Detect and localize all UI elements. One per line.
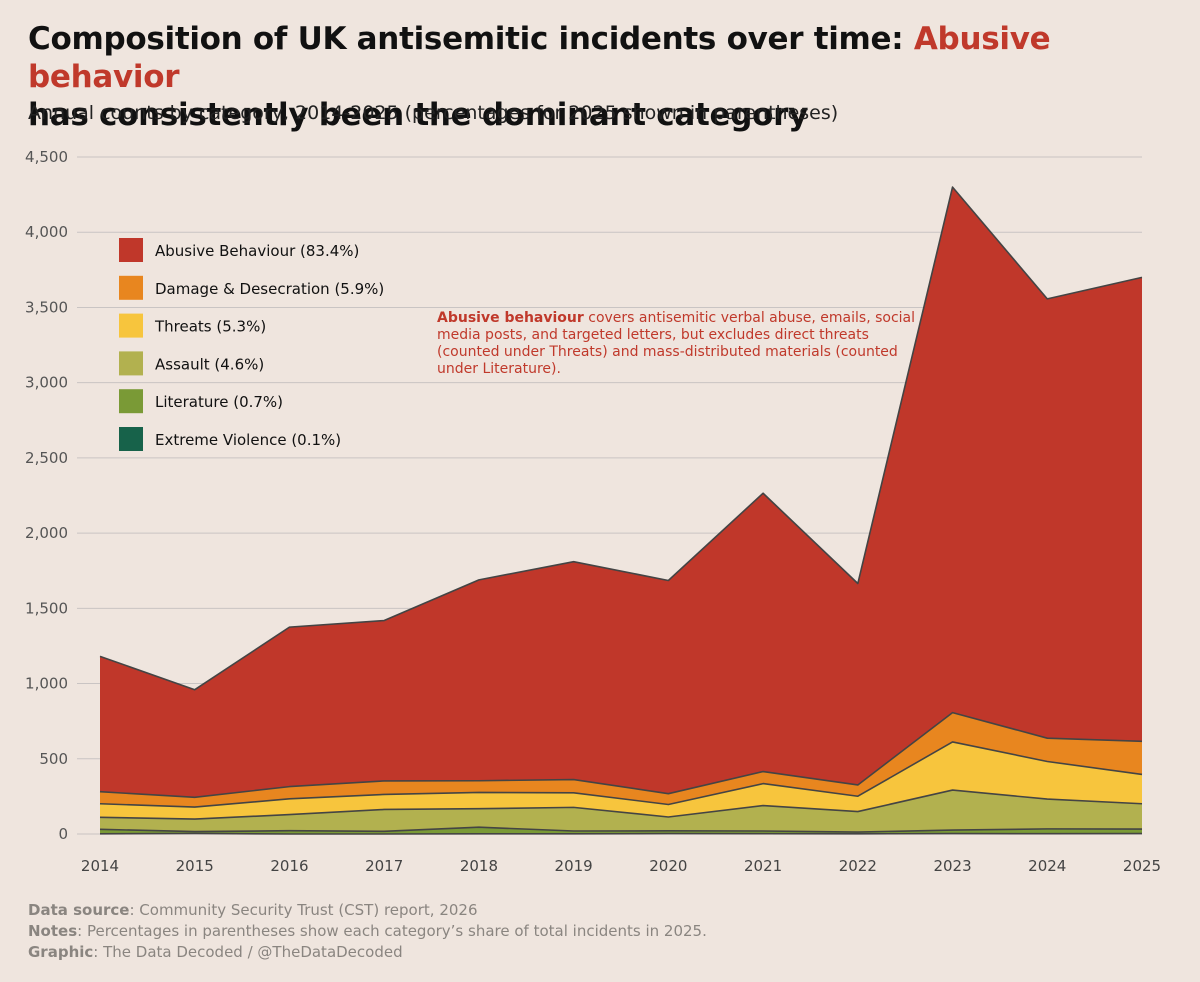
area-boundary-line [99, 789, 1143, 820]
area-abusive-behaviour [100, 187, 1142, 798]
legend-swatch [119, 238, 143, 262]
area-series [99, 186, 1143, 835]
x-tick-label: 2019 [555, 857, 593, 875]
x-tick-label: 2015 [176, 857, 214, 875]
x-tick-label: 2025 [1123, 857, 1161, 875]
footer-notes-text: : Percentages in parentheses show each c… [77, 922, 707, 940]
area-boundary-line [99, 186, 1143, 691]
chart-title: Composition of UK antisemitic incidents … [28, 20, 1178, 134]
annotation-text: covers antisemitic verbal abuse, emails,… [437, 310, 916, 377]
x-tick-label: 2018 [460, 857, 498, 875]
x-tick-label: 2021 [744, 857, 782, 875]
y-tick-label: 0 [58, 825, 68, 843]
area-boundary-line [99, 826, 1143, 833]
area-assault [100, 790, 1142, 833]
footer-graphic: Graphic: The Data Decoded / @TheDataDeco… [28, 942, 707, 963]
legend-label: Literature (0.7%) [155, 393, 283, 411]
y-axis: 0 500 1,000 1,500 2,000 2,500 3,000 3,500 4,000 4… [25, 148, 68, 843]
legend-swatch [119, 427, 143, 451]
area-boundary-line [99, 741, 1143, 808]
legend-label: Abusive Behaviour (83.4%) [155, 242, 359, 260]
x-tick-label: 2024 [1028, 857, 1066, 875]
legend-label: Assault (4.6%) [155, 355, 264, 373]
title-part2: has consistently been the dominant categ… [28, 97, 808, 133]
footer: Data source: Community Security Trust (C… [28, 900, 707, 963]
area-boundary-line [99, 711, 1143, 799]
x-tick-label: 2022 [839, 857, 877, 875]
y-tick-label: 3,500 [25, 298, 68, 316]
x-axis: 2014 2015 2016 2017 2018 2019 2020 2021 2022 2023… [81, 857, 1161, 875]
annotation-bold: Abusive behaviour [437, 310, 584, 326]
x-tick-label: 2017 [365, 857, 403, 875]
area-damage-desecration [100, 712, 1142, 808]
y-tick-label: 4,500 [25, 148, 68, 166]
footer-notes: Notes: Percentages in parentheses show e… [28, 921, 707, 942]
y-tick-label: 1,000 [25, 675, 68, 693]
legend-swatch [119, 389, 143, 414]
y-tick-label: 500 [39, 750, 68, 768]
x-tick-label: 2023 [933, 857, 971, 875]
legend-label: Threats (5.3%) [154, 318, 266, 336]
area-boundary-line [99, 832, 1143, 835]
y-tick-label: 2,000 [25, 524, 68, 542]
x-tick-label: 2014 [81, 857, 119, 875]
abusive-behaviour-annotation: Abusive behaviour covers antisemitic ver… [437, 310, 917, 378]
x-tick-label: 2016 [270, 857, 308, 875]
chart-subtitle: Annual counts by category, 2014-2025 (pe… [28, 102, 839, 124]
y-tick-label: 3,000 [25, 374, 68, 392]
area-threats [100, 741, 1142, 820]
footer-source-text: : Community Security Trust (CST) report,… [129, 901, 478, 919]
footer-graphic-label: Graphic [28, 943, 94, 961]
legend-swatch [119, 351, 143, 376]
legend: Abusive Behaviour (83.4%) Damage & Desecr… [119, 238, 384, 451]
title-part1: Composition of UK antisemitic incidents … [28, 21, 914, 57]
x-tick-label: 2020 [649, 857, 687, 875]
y-tick-label: 4,000 [25, 223, 68, 241]
y-tick-label: 2,500 [25, 449, 68, 467]
footer-graphic-text: : The Data Decoded / @TheDataDecoded [93, 943, 403, 961]
footer-source: Data source: Community Security Trust (C… [28, 900, 707, 921]
title-highlight: Abusive behavior [28, 21, 1051, 95]
legend-label: Extreme Violence (0.1%) [155, 431, 341, 449]
y-tick-label: 1,500 [25, 599, 68, 617]
legend-label: Damage & Desecration (5.9%) [155, 280, 384, 298]
legend-swatch [119, 313, 143, 338]
legend-swatch [119, 275, 143, 300]
footer-notes-label: Notes [28, 922, 78, 940]
footer-source-label: Data source [28, 901, 130, 919]
